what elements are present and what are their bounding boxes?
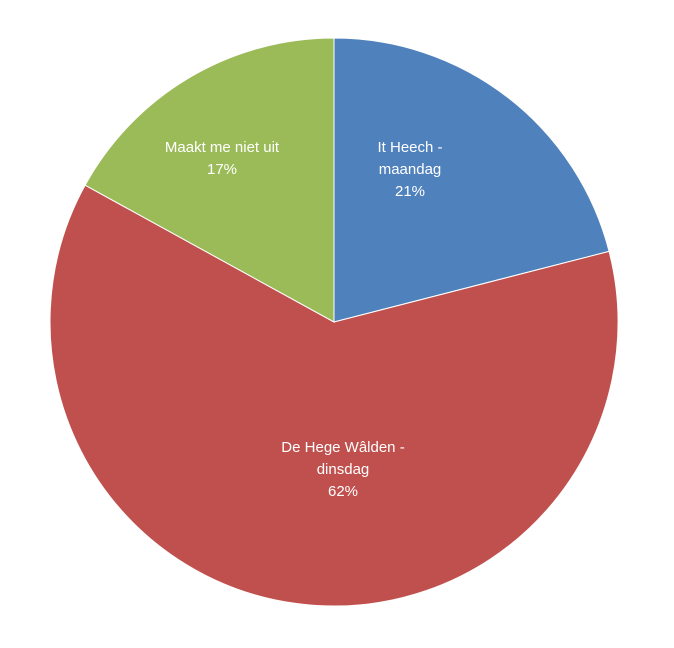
pie-slice [49, 184, 619, 607]
slice-label: Maakt me niet uit 17% [132, 137, 312, 181]
pie-slice [333, 37, 610, 323]
category-label: It Heech - maandag [377, 139, 443, 178]
category-label: De Hege Wâlden - dinsdag [281, 439, 405, 478]
category-label: Maakt me niet uit [164, 139, 280, 156]
slice-label: It Heech - maandag 21% [355, 137, 465, 203]
pie-slice [84, 37, 335, 323]
slice-label: De Hege Wâlden - dinsdag 62% [258, 437, 428, 503]
value-label: 62% [327, 483, 359, 500]
value-label: 17% [206, 161, 238, 178]
value-label: 21% [394, 183, 426, 200]
